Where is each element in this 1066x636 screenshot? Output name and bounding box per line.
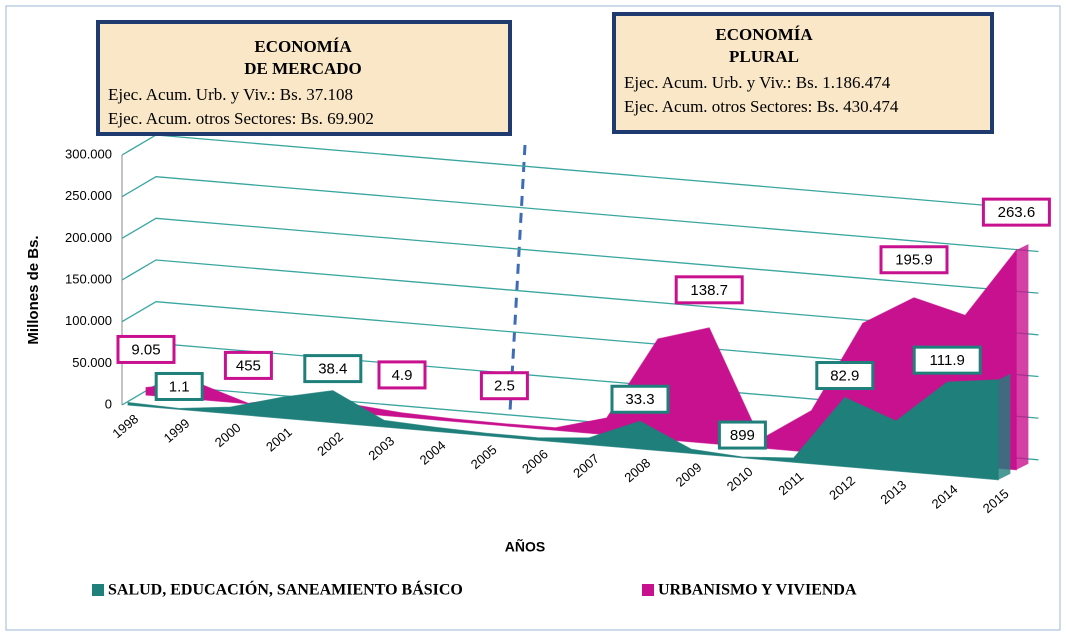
y-tick-label: 250.000 (65, 188, 112, 203)
legend-label: SALUD, EDUCACIÓN, SANEAMIENTO BÁSICO (108, 580, 463, 599)
data-label: 111.9 (930, 352, 965, 369)
info-title: ECONOMÍA (715, 25, 813, 44)
divider (508, 144, 527, 413)
data-label: 33.3 (625, 391, 654, 408)
grid-line (121, 217, 1039, 294)
data-label-box (377, 360, 427, 390)
grid-line (121, 259, 1039, 336)
y-tick-label: 200.000 (65, 230, 112, 245)
data-label-box (479, 371, 529, 401)
data-label: 195.9 (895, 252, 933, 269)
data-label-box (879, 245, 949, 275)
y-tick-label: 150.000 (65, 271, 112, 286)
data-label: 82.9 (830, 367, 859, 384)
info-line: Ejec. Acum. otros Sectores: Bs. 69.902 (108, 109, 374, 128)
data-label: 4.9 (392, 367, 413, 384)
data-label-box (610, 384, 670, 414)
data-label-box (674, 275, 744, 305)
data-label: 38.4 (318, 361, 347, 378)
y-tick-label: 50.000 (72, 355, 112, 370)
x-axis-title: AÑOS (505, 538, 545, 555)
data-label-box (815, 361, 875, 391)
y-tick-label: 0 (105, 396, 112, 411)
grid-line (121, 176, 1039, 253)
data-label: 2.5 (494, 378, 515, 395)
info-box (96, 20, 512, 136)
data-label-box (981, 197, 1051, 227)
area-side (1016, 244, 1029, 470)
data-label-box (223, 350, 273, 380)
legend-swatch (642, 584, 654, 596)
data-label: 455 (236, 357, 261, 374)
legend-label: URBANISMO Y VIVIENDA (658, 582, 857, 599)
info-line: Ejec. Acum. Urb. y Viv.: Bs. 1.186.474 (624, 73, 891, 92)
info-title: ECONOMÍA (254, 37, 352, 56)
data-label: 899 (730, 427, 755, 444)
info-title: PLURAL (729, 47, 799, 66)
data-label-box (154, 371, 204, 401)
info-box (612, 12, 994, 134)
y-tick-label: 300.000 (65, 146, 112, 161)
data-label: 9.05 (131, 341, 160, 358)
y-tick-label: 100.000 (65, 313, 112, 328)
data-label: 138.7 (690, 282, 728, 299)
area-side (998, 373, 1011, 480)
data-label-box (717, 420, 767, 450)
y-axis-title: Millones de Bs. (25, 235, 42, 344)
grid-line (121, 301, 1039, 378)
data-label-box (116, 334, 176, 364)
info-line: Ejec. Acum. otros Sectores: Bs. 430.474 (624, 97, 899, 116)
data-label: 1.1 (169, 378, 190, 395)
info-line: Ejec. Acum. Urb. y Viv.: Bs. 37.108 (108, 85, 353, 104)
data-label: 263.6 (998, 204, 1036, 221)
info-title: DE MERCADO (244, 59, 362, 78)
data-label-box (912, 345, 982, 375)
data-label-box (303, 354, 363, 384)
legend-swatch (92, 584, 104, 596)
